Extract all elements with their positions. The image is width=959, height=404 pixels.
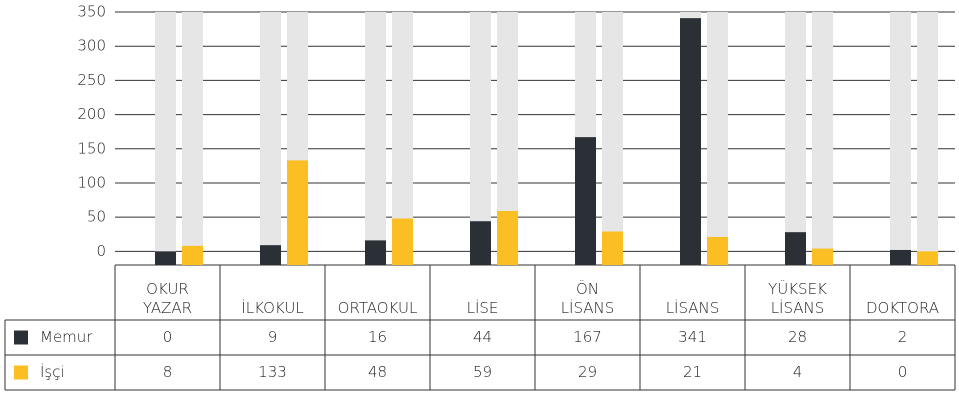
legend-swatch — [14, 330, 28, 345]
table-value: 167 — [573, 328, 602, 346]
table-value: 8 — [163, 363, 173, 381]
bar-track — [155, 12, 176, 265]
x-tick-label: LİSANS — [666, 299, 720, 317]
legend-label: Memur — [40, 328, 93, 346]
table-value: 9 — [268, 328, 278, 346]
bar — [602, 231, 623, 265]
bar — [785, 232, 806, 265]
y-tick-label: 300 — [77, 37, 106, 55]
bar-track — [392, 12, 413, 265]
y-tick-label: 50 — [87, 208, 106, 226]
table-value: 2 — [898, 328, 908, 346]
bar-track — [812, 12, 833, 265]
bar — [287, 160, 308, 265]
bar-track — [260, 12, 281, 265]
bar — [155, 251, 176, 265]
x-tick-label: ÖN LİSANS — [561, 279, 615, 317]
bar — [182, 245, 203, 265]
bar — [497, 210, 518, 265]
legend-label: İşçi — [40, 363, 65, 381]
bar — [470, 221, 491, 265]
table-value: 133 — [258, 363, 287, 381]
x-tick-label: YÜKSEK LİSANS — [768, 279, 827, 317]
bar — [812, 248, 833, 265]
table-value: 48 — [368, 363, 387, 381]
bar-track — [470, 12, 491, 265]
x-tick-label: OKUR YAZAR — [143, 280, 192, 317]
y-tick-label: 100 — [77, 173, 106, 191]
x-tick-label: DOKTORA — [866, 299, 939, 317]
table-value: 16 — [368, 328, 387, 346]
y-tick-label: 150 — [77, 139, 106, 157]
bar-track — [182, 12, 203, 265]
bar — [392, 218, 413, 265]
table-value: 44 — [473, 328, 492, 346]
bar — [917, 251, 938, 265]
x-tick-label: ORTAOKUL — [338, 299, 418, 317]
table-value: 341 — [678, 328, 707, 346]
bar — [680, 18, 701, 266]
y-tick-label: 200 — [77, 105, 106, 123]
bar-track — [602, 12, 623, 265]
bar — [575, 137, 596, 265]
bar-track — [497, 12, 518, 265]
x-tick-label: LİSE — [467, 299, 499, 317]
table-value: 0 — [898, 363, 908, 381]
table-value: 59 — [473, 363, 492, 381]
legend-swatch — [14, 365, 28, 380]
bar-track — [917, 12, 938, 265]
table-value: 0 — [163, 328, 173, 346]
bar-track — [365, 12, 386, 265]
y-tick-label: 350 — [77, 3, 106, 21]
bar — [890, 249, 911, 265]
bar-track — [785, 12, 806, 265]
table-value: 4 — [793, 363, 803, 381]
table-value: 28 — [788, 328, 807, 346]
bar — [707, 236, 728, 265]
bar — [365, 240, 386, 265]
bar-track — [707, 12, 728, 265]
y-tick-label: 0 — [96, 242, 106, 260]
table-value: 29 — [578, 363, 597, 381]
y-tick-label: 250 — [77, 71, 106, 89]
bar-track — [890, 12, 911, 265]
table-value: 21 — [683, 363, 702, 381]
bar — [260, 245, 281, 265]
x-tick-label: İLKOKUL — [241, 299, 303, 317]
